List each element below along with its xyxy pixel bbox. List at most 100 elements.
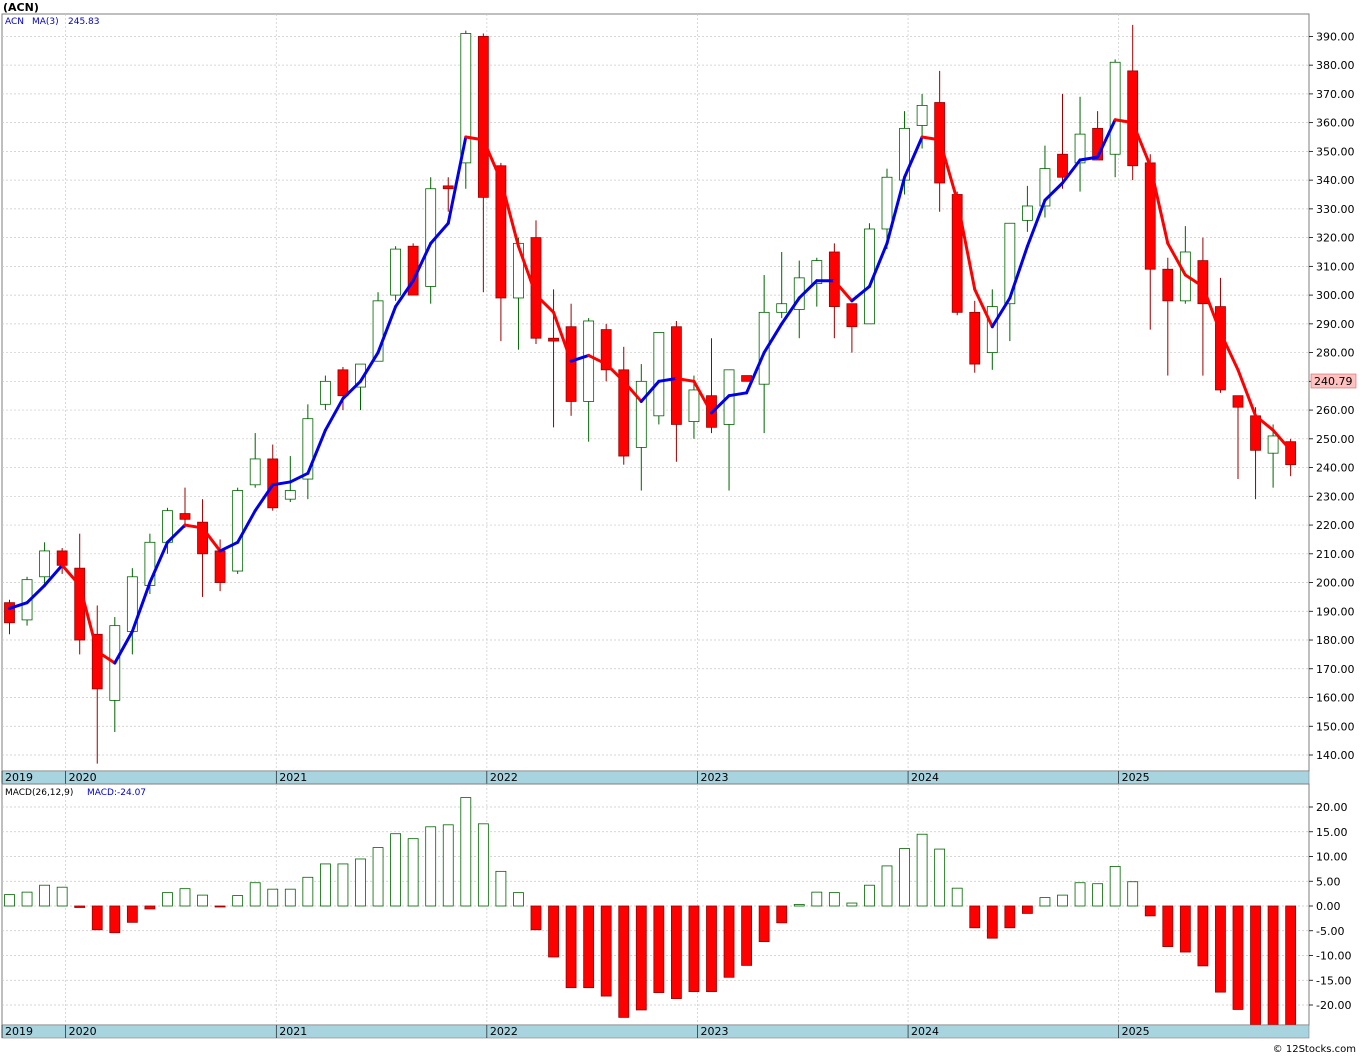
ma-segment — [745, 351, 766, 395]
macd-bar — [1250, 905, 1261, 1026]
macd-bar — [899, 848, 910, 907]
price-y-tick-label: 340.00 — [1316, 174, 1355, 187]
macd-bar — [828, 892, 840, 907]
ma-segment — [464, 135, 485, 142]
macd-bars — [4, 797, 1297, 1026]
candle — [1074, 96, 1086, 192]
ma-segment — [1096, 118, 1117, 159]
ma-segment — [587, 353, 608, 366]
ma-segment — [885, 175, 907, 245]
ma-segment — [1183, 273, 1205, 288]
macd-y-tick-label: 5.00 — [1316, 875, 1341, 888]
candle-body — [390, 248, 402, 296]
ma-segment — [604, 362, 626, 383]
macd-x-tick-label: 2022 — [490, 1025, 518, 1038]
macd-panel: -20.00 -15.00 -10.00 -5.00 0.00 5.00 10.00 15.0… — [1, 783, 1351, 1039]
ma-segment — [1043, 181, 1064, 202]
candle — [179, 487, 191, 528]
legend-ma: MA(3) — [32, 17, 59, 27]
macd-bar — [1197, 905, 1209, 967]
macd-bar — [179, 888, 191, 907]
ma-segment — [25, 583, 47, 605]
candle — [460, 30, 472, 189]
price-y-tick-label: 360.00 — [1316, 117, 1355, 130]
candle-body — [986, 306, 998, 353]
macd-y-tick-label: 10.00 — [1316, 851, 1348, 864]
candle-body — [1039, 168, 1051, 207]
candle-body — [319, 380, 331, 405]
macd-bar — [1004, 905, 1016, 929]
legend-macd-value: MACD:-24.07 — [87, 788, 146, 798]
macd-y-tick-label: -15.00 — [1316, 974, 1351, 987]
macd-y-tick-label: 20.00 — [1316, 801, 1348, 814]
macd-bar — [1215, 905, 1226, 993]
ma-segment — [95, 650, 117, 665]
ma-segment — [867, 241, 889, 288]
macd-bar — [1179, 905, 1191, 953]
candle-body — [460, 33, 472, 164]
macd-x-tick-label: 2024 — [911, 1025, 939, 1038]
ma-segment — [1008, 244, 1029, 300]
macd-x-tick-label: 2025 — [1122, 1025, 1150, 1038]
price-y-tick-label: 310.00 — [1316, 260, 1355, 273]
macd-bar — [442, 824, 454, 907]
ma-segment — [938, 138, 959, 202]
macd-y-tick-label: -5.00 — [1316, 925, 1344, 938]
candle-body — [56, 550, 68, 566]
candle — [91, 605, 103, 764]
candle-body — [495, 165, 507, 299]
ma-segment — [955, 198, 977, 291]
price-panel: 140.00 150.00 160.00 170.00 180.00 190.00 200.… — [1, 13, 1357, 785]
candle-body — [372, 300, 384, 362]
macd-x-tick-label: 2019 — [5, 1025, 33, 1038]
macd-bar — [355, 858, 366, 907]
candle — [390, 246, 402, 301]
candle-body — [969, 311, 981, 365]
macd-bar — [1092, 883, 1103, 907]
macd-bar — [197, 894, 208, 907]
ma-segment — [516, 244, 538, 297]
macd-bar — [1232, 905, 1244, 1010]
macd-bar — [671, 905, 682, 999]
candle-body — [671, 326, 682, 425]
ma-segment — [1025, 198, 1047, 248]
candle-body — [688, 389, 700, 422]
ma-segment — [727, 391, 749, 398]
price-y-tick-label: 300.00 — [1316, 289, 1355, 302]
ma-segment — [1078, 155, 1100, 162]
legend-macd: MACD(26,12,9) — [5, 788, 73, 798]
moving-average-line — [8, 118, 1293, 665]
price-y-tick-label: 350.00 — [1316, 145, 1355, 158]
candle-body — [881, 176, 893, 230]
price-y-tick-label: 240.00 — [1316, 462, 1355, 475]
price-x-tick-label: 2025 — [1122, 771, 1150, 784]
price-y-tick-label: 230.00 — [1316, 490, 1355, 503]
candle-body — [565, 326, 577, 402]
candle — [39, 542, 50, 586]
candle-body — [39, 550, 50, 578]
candle-body — [197, 521, 208, 555]
price-y-tick-label: 150.00 — [1316, 720, 1355, 733]
ma-segment — [850, 284, 871, 303]
price-legend: ACN MA(3) 245.83 — [5, 17, 100, 27]
ma-segment — [148, 540, 169, 585]
price-y-tick-label: 200.00 — [1316, 577, 1355, 590]
candle — [442, 177, 454, 212]
candle-body — [1285, 441, 1297, 466]
macd-bar — [267, 888, 279, 907]
candle — [653, 332, 665, 425]
ma-segment — [552, 310, 573, 363]
macd-bar — [986, 905, 998, 939]
ma-segment — [622, 379, 643, 403]
ma-segment — [639, 379, 661, 403]
macd-bar — [232, 895, 244, 907]
legend-symbol: ACN — [5, 17, 24, 27]
candle-body — [1232, 395, 1244, 408]
ma-segment — [60, 563, 82, 587]
candle-body — [811, 260, 823, 284]
macd-bar — [284, 888, 296, 907]
macd-bar — [706, 905, 717, 993]
ma-segment — [323, 397, 345, 432]
ma-segment — [780, 296, 801, 326]
macd-bar — [811, 891, 823, 907]
